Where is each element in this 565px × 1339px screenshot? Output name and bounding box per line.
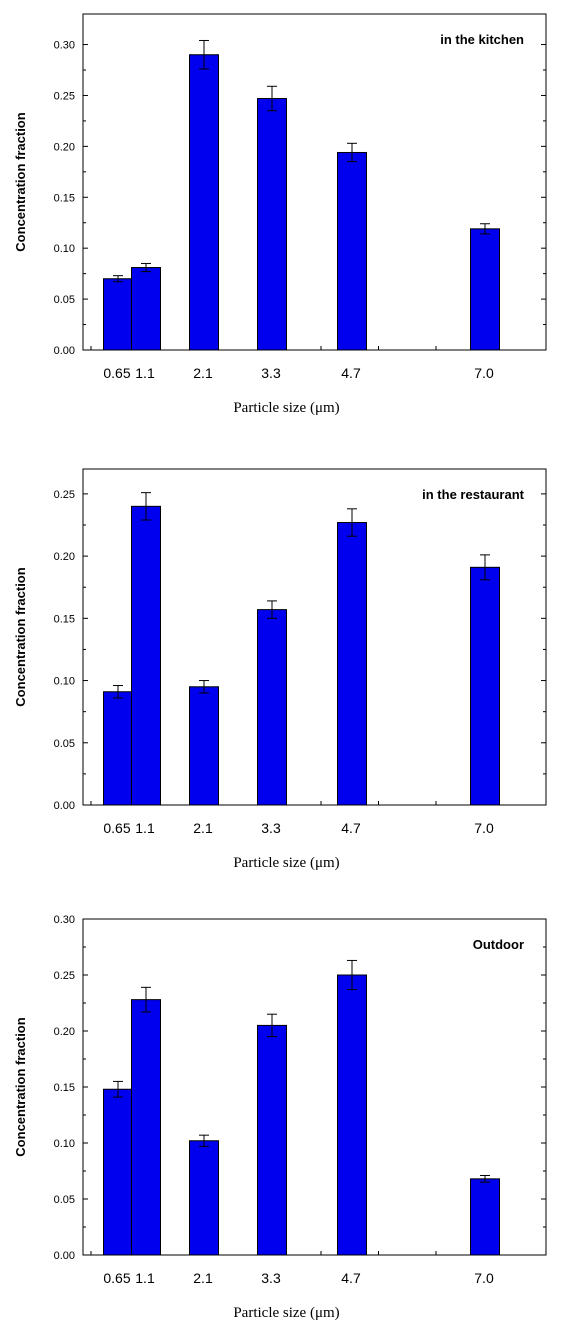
bar (337, 522, 367, 806)
bar (189, 686, 219, 806)
y-tick-label: 0.25 (54, 970, 75, 982)
x-category-label: 1.1 (135, 365, 155, 381)
y-tick-label: 0.20 (54, 141, 75, 153)
x-category-label: 3.3 (261, 365, 281, 381)
x-category-label: 0.65 (103, 365, 130, 381)
x-category-label: 1.1 (135, 820, 155, 836)
bar (189, 1140, 219, 1256)
bar (337, 151, 367, 351)
x-category-label: 4.7 (341, 820, 361, 836)
x-category-label: 2.1 (193, 365, 213, 381)
panel-annotation: Outdoor (473, 937, 524, 952)
bar (131, 999, 161, 1256)
y-tick-label: 0.00 (54, 800, 75, 812)
x-category-label: 2.1 (193, 1270, 213, 1286)
x-category-label: 2.1 (193, 820, 213, 836)
x-category-label: 0.65 (103, 1270, 130, 1286)
x-axis-label: Particle size (μm) (233, 400, 339, 416)
x-category-label: 7.0 (474, 365, 494, 381)
x-category-label: 0.65 (103, 820, 130, 836)
y-tick-label: 0.15 (54, 613, 75, 625)
y-tick-label: 0.00 (54, 345, 75, 357)
y-tick-label: 0.25 (54, 90, 75, 102)
x-axis-label: Particle size (μm) (233, 1305, 339, 1321)
x-category-label: 3.3 (261, 820, 281, 836)
x-category-label: 1.1 (135, 1270, 155, 1286)
y-axis-label: Concentration fraction (13, 1017, 28, 1156)
y-axis-label: Concentration fraction (13, 567, 28, 706)
chart-outdoor: 0.00 0.05 0.10 0.15 0.20 0.25 0.30 0.65 1.1 2.1 3.… (13, 914, 547, 1321)
bar (131, 267, 161, 351)
x-category-label: 7.0 (474, 1270, 494, 1286)
bar (257, 98, 287, 351)
bar (470, 1178, 500, 1256)
plot-frame (82, 13, 547, 351)
bar (470, 228, 500, 351)
bar (103, 278, 133, 351)
chart-panel-outdoor: 0.00 0.05 0.10 0.15 0.20 0.25 0.30 0.65 1.1 2.1 3.… (0, 905, 565, 1335)
bar (103, 1088, 133, 1256)
y-tick-label: 0.20 (54, 1026, 75, 1038)
bar (470, 566, 500, 806)
x-category-label: 7.0 (474, 820, 494, 836)
bar (257, 1024, 287, 1256)
bar (257, 609, 287, 806)
y-tick-label: 0.10 (54, 1138, 75, 1150)
y-tick-label: 0.10 (54, 676, 75, 688)
bar (337, 974, 367, 1256)
y-tick-label: 0.05 (54, 1194, 75, 1206)
panel-annotation: in the kitchen (440, 32, 524, 47)
x-category-label: 4.7 (341, 365, 361, 381)
y-tick-label: 0.20 (54, 551, 75, 563)
y-tick-label: 0.15 (54, 1082, 75, 1094)
y-tick-label: 0.30 (54, 40, 75, 52)
y-tick-label: 0.25 (54, 489, 75, 501)
chart-panel-restaurant: 0.00 0.05 0.10 0.15 0.20 0.25 0.65 1.1 2.1 3.3 4.7… (0, 455, 565, 885)
chart-restaurant: 0.00 0.05 0.10 0.15 0.20 0.25 0.65 1.1 2.1 3.3 4.7… (13, 468, 547, 871)
chart-panel-kitchen: 0.00 0.05 0.10 0.15 0.20 0.25 0.30 0.65 1.1 2.1 3.… (0, 0, 565, 430)
y-tick-label: 0.00 (54, 1250, 75, 1262)
y-tick-label: 0.05 (54, 294, 75, 306)
y-tick-label: 0.10 (54, 243, 75, 255)
x-axis-label: Particle size (μm) (233, 855, 339, 871)
bar (131, 505, 161, 806)
panel-annotation: in the restaurant (422, 487, 525, 502)
y-axis-label: Concentration fraction (13, 112, 28, 251)
x-category-label: 4.7 (341, 1270, 361, 1286)
y-tick-label: 0.15 (54, 192, 75, 204)
y-tick-label: 0.05 (54, 738, 75, 750)
bar (189, 54, 219, 351)
chart-kitchen: 0.00 0.05 0.10 0.15 0.20 0.25 0.30 0.65 1.1 2.1 3.… (13, 13, 547, 416)
bar (103, 691, 133, 806)
plot-frame (82, 468, 547, 806)
y-tick-label: 0.30 (54, 914, 75, 926)
x-category-label: 3.3 (261, 1270, 281, 1286)
